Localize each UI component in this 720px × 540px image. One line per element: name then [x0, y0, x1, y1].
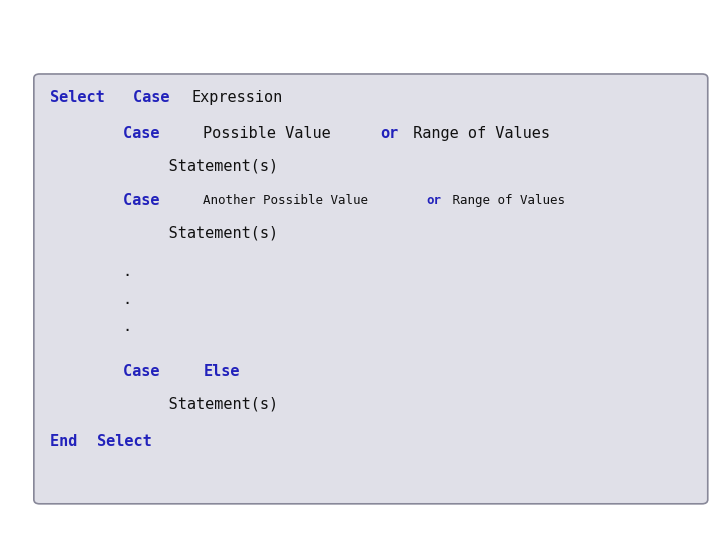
Text: End: End: [50, 434, 87, 449]
Text: .: .: [50, 264, 132, 279]
Text: Case: Case: [50, 126, 169, 141]
Text: Select: Select: [50, 90, 114, 105]
Text: or: or: [426, 194, 441, 207]
Text: Case: Case: [50, 193, 169, 208]
Text: Range of Values: Range of Values: [446, 194, 565, 207]
Text: .: .: [50, 319, 132, 334]
Text: Case: Case: [50, 364, 169, 379]
Text: Statement(s): Statement(s): [50, 226, 279, 241]
FancyBboxPatch shape: [34, 74, 708, 504]
Text: Expression: Expression: [192, 90, 283, 105]
Text: Another Possible Value: Another Possible Value: [204, 194, 376, 207]
Text: or: or: [380, 126, 398, 141]
Text: Possible Value: Possible Value: [204, 126, 341, 141]
Text: Statement(s): Statement(s): [50, 158, 279, 173]
Text: Statement(s): Statement(s): [50, 396, 279, 411]
Text: Range of Values: Range of Values: [404, 126, 549, 141]
Text: Case: Case: [132, 90, 179, 105]
Text: .: .: [50, 292, 132, 307]
Text: Select: Select: [97, 434, 152, 449]
Text: Else: Else: [204, 364, 240, 379]
